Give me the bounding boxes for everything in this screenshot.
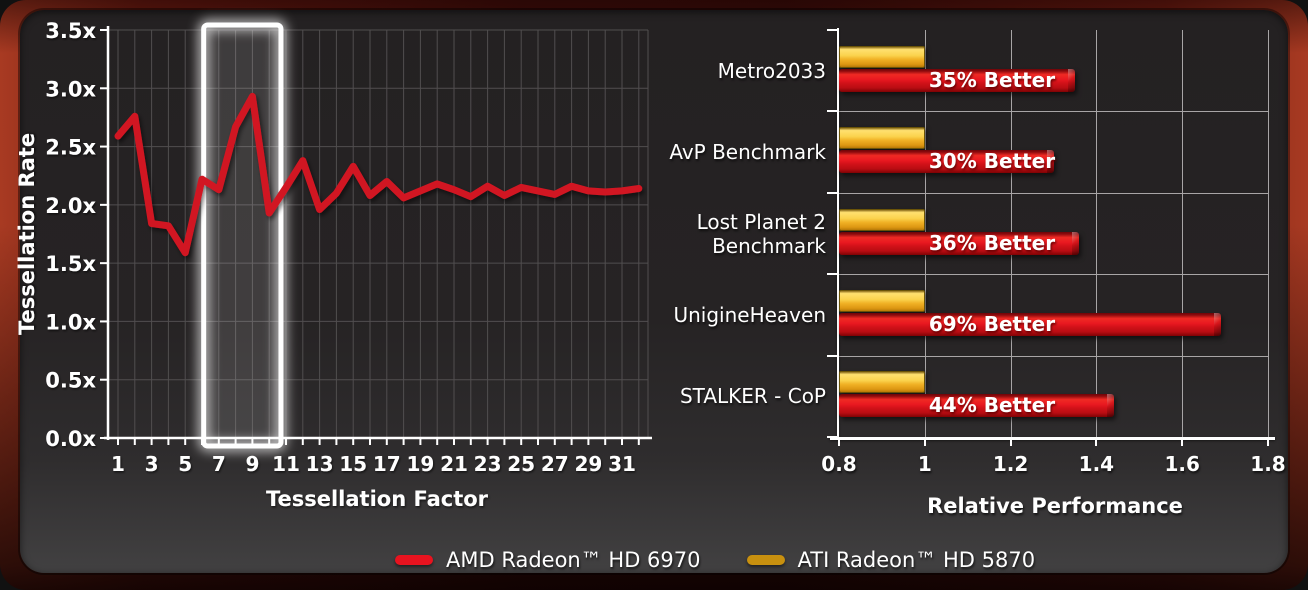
gridline: [1182, 30, 1184, 437]
gridline: [839, 192, 1268, 194]
bar-value-label: 35% Better: [928, 67, 1056, 92]
gridline: [839, 274, 1268, 276]
highlight-box: [199, 20, 286, 451]
x-tick-label: 31: [608, 452, 636, 476]
amd-bar: [839, 312, 1221, 336]
y-axis-line: [837, 28, 839, 439]
legend-item-ati: ATI Radeon™ HD 5870: [746, 548, 1036, 572]
x-tick-label: 1.8: [1250, 452, 1286, 476]
bar-value-label: 36% Better: [928, 230, 1056, 255]
amd-bar: [839, 394, 1114, 418]
x-tick-label: 25: [507, 452, 535, 476]
y-axis-tick: [827, 29, 837, 31]
x-axis-line: [830, 437, 1275, 440]
category-label: Lost Planet 2 Benchmark: [580, 208, 826, 260]
legend-swatch-ati: [746, 555, 785, 565]
x-tick-label: 29: [574, 452, 602, 476]
x-tick-label: 27: [541, 452, 569, 476]
category-label-line: Metro2033: [717, 58, 826, 83]
ati-bar: [839, 371, 925, 394]
category-label-line: Lost Planet 2: [696, 209, 826, 234]
y-axis-tick: [827, 191, 837, 194]
ati-bar: [839, 289, 925, 312]
x-tick-label: 9: [245, 452, 259, 476]
y-tick-label: 2.5x: [45, 136, 96, 160]
x-axis-title: Tessellation Factor: [266, 487, 489, 511]
gridline: [1096, 30, 1098, 437]
y-tick-label: 3.0x: [45, 77, 96, 101]
y-tick-label: 1.0x: [45, 310, 96, 334]
amd-bar: [839, 231, 1080, 255]
gridline: [839, 355, 1268, 357]
category-label-line: AvP Benchmark: [669, 140, 826, 165]
y-tick-label: 1.5x: [45, 252, 96, 276]
x-axis-tick: [1267, 437, 1269, 446]
x-tick-label: 1: [111, 452, 125, 476]
x-tick-label: 1: [917, 452, 932, 476]
x-tick-label: 21: [440, 452, 468, 476]
x-tick-label: 1.4: [1078, 452, 1115, 476]
category-label: AvP Benchmark: [580, 126, 826, 178]
amd-series-line: [114, 92, 643, 257]
x-tick-label: 1.2: [992, 452, 1029, 476]
y-tick-label: 0.0x: [45, 427, 96, 451]
ati-bar: [839, 208, 925, 231]
x-axis-tick: [1009, 437, 1012, 446]
legend-swatch-amd: [395, 555, 433, 565]
x-tick-label: 11: [272, 452, 300, 476]
y-axis-tick: [827, 110, 837, 113]
y-tick-label: 2.0x: [45, 194, 96, 218]
y-axis-tick: [827, 273, 837, 276]
x-tick-label: 7: [212, 452, 226, 476]
series-lines: [114, 92, 643, 325]
y-axis-title: Tessellation Rate: [15, 133, 39, 335]
legend-item-amd: AMD Radeon™ HD 6970: [395, 548, 701, 572]
y-tick-label: 3.5x: [45, 19, 96, 43]
category-label-line: STALKER - CoP: [679, 384, 826, 409]
x-tick-label: 13: [306, 452, 334, 476]
category-label: UnigineHeaven: [580, 289, 826, 341]
legend: AMD Radeon™ HD 6970 ATI Radeon™ HD 5870: [395, 545, 1035, 575]
x-axis-tick: [923, 437, 926, 446]
legend-label-ati: ATI Radeon™ HD 5870: [797, 548, 1036, 572]
x-axis-title: Relative Performance: [927, 494, 1183, 518]
category-label: STALKER - CoP: [580, 370, 826, 422]
category-label: Metro2033: [580, 45, 826, 97]
left-axes: [100, 26, 652, 445]
gridline: [839, 111, 1268, 113]
x-tick-label: 1.6: [1164, 452, 1200, 476]
x-tick-label: 15: [339, 452, 367, 476]
x-axis-tick: [838, 437, 840, 446]
ati-bar: [839, 45, 925, 68]
category-label-line: Benchmark: [712, 233, 826, 258]
x-tick-label: 0.8: [821, 452, 857, 476]
y-axis-tick: [827, 354, 837, 357]
y-axis-tick: [827, 436, 837, 438]
bar-value-label: 69% Better: [928, 311, 1056, 336]
amd-bar: [839, 68, 1075, 92]
category-label-line: UnigineHeaven: [673, 302, 826, 327]
x-tick-label: 5: [178, 452, 192, 476]
bar-value-label: 30% Better: [928, 149, 1056, 174]
x-tick-label: 17: [373, 452, 401, 476]
y-tick-label: 0.5x: [45, 369, 96, 393]
bar-value-label: 44% Better: [928, 393, 1056, 418]
ati-bar: [839, 127, 925, 150]
left-tick-labels: 0.0x0.5x1.0x1.5x2.0x2.5x3.0x3.5x1 3 5 7 9 11 1…: [45, 19, 636, 476]
x-tick-label: 19: [406, 452, 434, 476]
gridline: [1268, 30, 1269, 437]
x-axis-tick: [1095, 437, 1098, 446]
x-tick-label: 3: [145, 452, 159, 476]
x-tick-label: 23: [474, 452, 502, 476]
amd-bar: [839, 150, 1054, 174]
x-axis-tick: [1181, 437, 1184, 446]
legend-label-amd: AMD Radeon™ HD 6970: [446, 548, 701, 572]
